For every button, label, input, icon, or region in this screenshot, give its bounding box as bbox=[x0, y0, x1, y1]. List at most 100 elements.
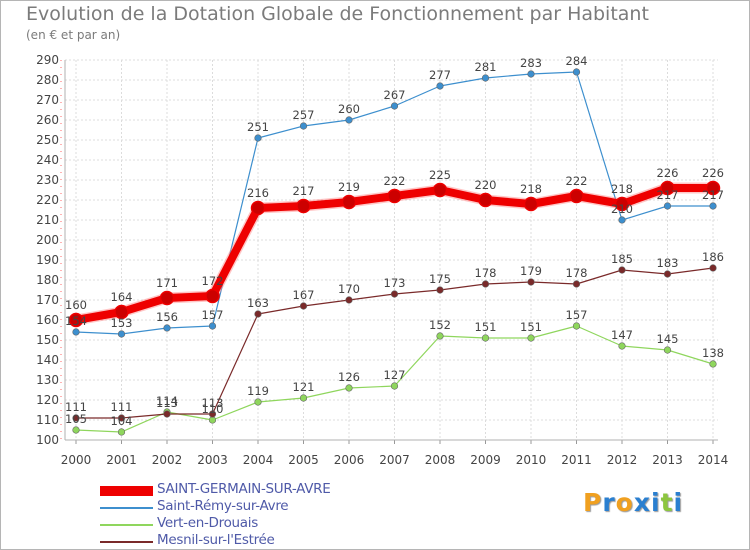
data-label: 151 bbox=[520, 320, 542, 334]
data-point bbox=[527, 278, 535, 286]
data-point bbox=[663, 202, 672, 210]
data-label: 178 bbox=[475, 266, 497, 280]
data-label: 126 bbox=[338, 370, 360, 384]
logo-letter: P bbox=[583, 488, 603, 517]
data-point bbox=[68, 312, 84, 328]
data-point bbox=[341, 194, 357, 210]
x-tick-label: 2002 bbox=[152, 453, 183, 467]
data-point bbox=[299, 122, 308, 130]
plot-area bbox=[65, 60, 718, 440]
data-label: 113 bbox=[156, 396, 178, 410]
data-point bbox=[117, 428, 126, 436]
data-point bbox=[114, 304, 129, 320]
x-tick-label: 2009 bbox=[470, 453, 501, 467]
data-point bbox=[345, 296, 353, 304]
data-point bbox=[478, 192, 493, 208]
data-point bbox=[481, 280, 490, 288]
data-label: 260 bbox=[338, 102, 360, 116]
data-point bbox=[663, 346, 672, 354]
data-label: 111 bbox=[111, 400, 133, 414]
data-point bbox=[345, 116, 353, 124]
data-label: 217 bbox=[293, 184, 315, 198]
data-point bbox=[387, 188, 402, 204]
data-point bbox=[254, 134, 262, 142]
data-label: 210 bbox=[611, 202, 633, 216]
data-label: 105 bbox=[65, 412, 87, 426]
y-tick-label: 190 bbox=[36, 253, 59, 267]
data-label: 219 bbox=[338, 180, 360, 194]
data-point bbox=[527, 334, 535, 342]
y-tick-label: 210 bbox=[36, 213, 59, 227]
data-label: 175 bbox=[429, 272, 451, 286]
data-label: 147 bbox=[611, 328, 633, 342]
logo-letter: r bbox=[602, 488, 616, 517]
data-label: 226 bbox=[657, 166, 679, 180]
data-point bbox=[436, 332, 444, 340]
legend-label: SAINT-GERMAIN-SUR-AVRE bbox=[157, 481, 331, 497]
data-label: 157 bbox=[202, 308, 224, 322]
x-tick-label: 2010 bbox=[516, 453, 547, 467]
proxiti-logo: Proxiti bbox=[583, 488, 683, 517]
data-point bbox=[614, 196, 630, 212]
data-labels: 154 153 156 157 251 257 260 267 277 281 283 284 210 2… bbox=[65, 54, 724, 428]
data-label: 222 bbox=[384, 174, 406, 188]
data-label: 281 bbox=[475, 60, 497, 74]
data-label: 156 bbox=[156, 310, 178, 324]
grid bbox=[65, 59, 718, 441]
data-point bbox=[572, 280, 581, 288]
logo-letter: t bbox=[660, 488, 674, 517]
data-point bbox=[208, 410, 217, 418]
data-label: 153 bbox=[111, 316, 133, 330]
y-tick-label: 250 bbox=[36, 133, 59, 147]
data-point bbox=[296, 198, 311, 214]
data-label: 145 bbox=[657, 332, 679, 346]
data-label: 185 bbox=[611, 252, 633, 266]
y-tick-label: 110 bbox=[36, 413, 59, 427]
y-tick-label: 140 bbox=[36, 353, 59, 367]
data-label: 216 bbox=[247, 186, 269, 200]
data-point bbox=[72, 414, 80, 422]
data-label: 257 bbox=[293, 108, 315, 122]
data-point bbox=[572, 68, 581, 76]
x-tick-label: 2013 bbox=[652, 453, 683, 467]
x-tick-label: 2006 bbox=[334, 453, 365, 467]
x-tick-label: 2001 bbox=[106, 453, 137, 467]
data-label: 217 bbox=[702, 188, 724, 202]
data-label: 277 bbox=[429, 68, 451, 82]
data-label: 170 bbox=[338, 282, 360, 296]
x-tick-label: 2014 bbox=[698, 453, 729, 467]
x-tick-label: 2005 bbox=[288, 453, 319, 467]
y-tick-label: 130 bbox=[36, 373, 59, 387]
data-label: 154 bbox=[65, 314, 87, 328]
data-label: 218 bbox=[611, 182, 633, 196]
data-point bbox=[208, 416, 217, 424]
y-tick-label: 170 bbox=[36, 293, 59, 307]
data-point bbox=[709, 202, 717, 210]
data-label: 251 bbox=[247, 120, 269, 134]
y-tick-label: 200 bbox=[36, 233, 59, 247]
data-label: 110 bbox=[202, 402, 224, 416]
data-point bbox=[72, 426, 80, 434]
logo-letter: i bbox=[673, 488, 684, 517]
data-label: 157 bbox=[566, 308, 588, 322]
y-tick-label: 180 bbox=[36, 273, 59, 287]
y-tick-label: 150 bbox=[36, 333, 59, 347]
legend-swatch bbox=[100, 486, 153, 496]
chart-title: Evolution de la Dotation Globale de Fonc… bbox=[26, 3, 649, 25]
data-point bbox=[709, 360, 717, 368]
legend-label: Vert-en-Drouais bbox=[157, 515, 258, 531]
chart-subtitle: (en € et par an) bbox=[26, 28, 121, 42]
data-label: 152 bbox=[429, 318, 451, 332]
data-point bbox=[72, 328, 80, 336]
y-tick-label: 280 bbox=[36, 73, 59, 87]
x-tick-label: 2008 bbox=[425, 453, 456, 467]
y-tick-label: 260 bbox=[36, 113, 59, 127]
data-point bbox=[163, 410, 171, 418]
x-tick-label: 2007 bbox=[379, 453, 410, 467]
data-label: 111 bbox=[65, 400, 87, 414]
data-label: 119 bbox=[247, 384, 269, 398]
data-point bbox=[163, 324, 171, 332]
y-tick-label: 220 bbox=[36, 193, 59, 207]
data-label: 183 bbox=[657, 256, 679, 270]
y-tick-label: 240 bbox=[36, 153, 59, 167]
